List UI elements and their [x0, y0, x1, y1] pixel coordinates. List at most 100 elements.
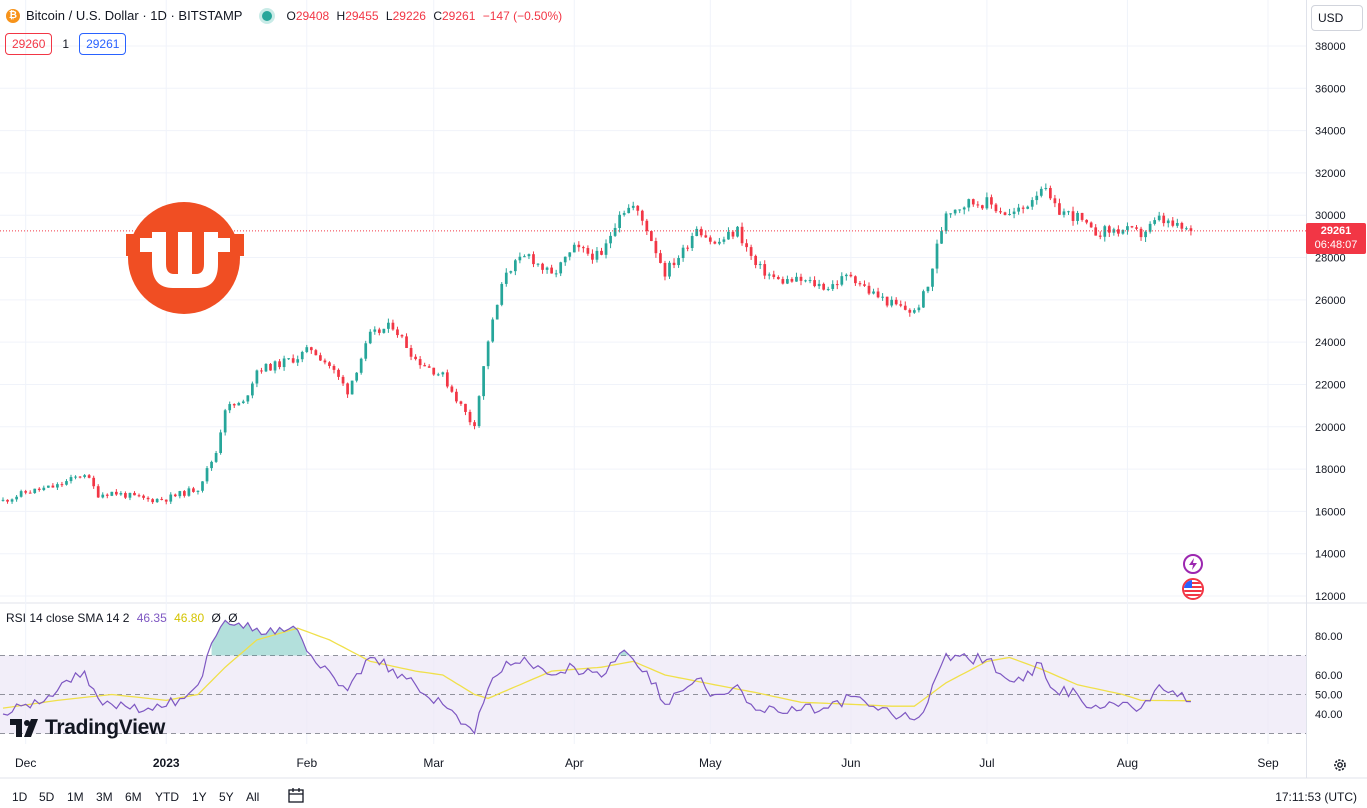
price-tick-label: 34000: [1315, 126, 1346, 138]
candle: [455, 388, 458, 404]
candle-body: [554, 273, 558, 275]
lightning-icon[interactable]: [1183, 554, 1203, 574]
price-tick-label: 36000: [1315, 83, 1346, 95]
candle-body: [1148, 223, 1152, 232]
candle-body: [423, 365, 427, 367]
candle-body: [840, 276, 844, 285]
candle: [826, 286, 830, 292]
us-flag-icon[interactable]: [1182, 578, 1204, 600]
price-tick-label: 14000: [1315, 549, 1346, 561]
candle: [56, 482, 59, 490]
candle: [663, 260, 667, 281]
candle: [495, 304, 499, 320]
candle: [799, 273, 803, 286]
candle: [672, 258, 676, 269]
symbol-title[interactable]: Bitcoin / U.S. Dollar · 1D · BITSTAMP: [26, 8, 243, 23]
candle: [15, 495, 18, 502]
candle: [962, 206, 966, 215]
candle-body: [1053, 198, 1057, 204]
candle-body: [1135, 227, 1138, 229]
candle-body: [56, 484, 59, 488]
candle-body: [427, 366, 431, 368]
calendar-range-icon[interactable]: [287, 787, 305, 805]
range-1y[interactable]: 1Y: [192, 790, 207, 804]
gear-icon[interactable]: [1332, 757, 1348, 773]
symbol-legend[interactable]: ₿ Bitcoin / U.S. Dollar · 1D · BITSTAMP …: [6, 8, 562, 23]
tradingview-logo[interactable]: TradingView: [10, 716, 165, 740]
candle: [1162, 212, 1166, 227]
candle: [763, 260, 767, 280]
candle: [545, 266, 549, 274]
candle: [631, 201, 635, 211]
candle: [255, 369, 259, 388]
candle: [6, 499, 9, 504]
candle-body: [1017, 207, 1020, 212]
range-1d[interactable]: 1D: [12, 790, 28, 804]
candle-body: [799, 276, 803, 281]
candle: [1053, 194, 1057, 208]
range-5d[interactable]: 5D: [39, 790, 55, 804]
candle-body: [491, 319, 495, 342]
candle-body: [754, 255, 758, 266]
candle: [749, 244, 753, 260]
rsi-tick-label: 60.00: [1315, 670, 1343, 682]
range-1m[interactable]: 1M: [67, 790, 84, 804]
rsi-zero-2: Ø: [228, 611, 238, 625]
candle-body: [455, 391, 458, 402]
bid-price[interactable]: 29260: [5, 33, 53, 55]
candle: [60, 481, 64, 488]
range-all[interactable]: All: [246, 790, 260, 804]
candlestick-series: [0, 183, 1306, 505]
candle-body: [477, 396, 481, 427]
range-5y[interactable]: 5Y: [219, 790, 234, 804]
candle-body: [328, 362, 331, 366]
candle-body: [119, 493, 123, 495]
candle-body: [1130, 226, 1134, 228]
candle-body: [1044, 187, 1048, 189]
bottom-toolbar: 1D 5D 1M 3M 6M YTD 1Y 5Y All 17:11:53 (U…: [0, 784, 1367, 808]
candle-body: [409, 347, 413, 357]
candle-body: [114, 491, 118, 495]
range-3m[interactable]: 3M: [96, 790, 113, 804]
candle-body: [196, 490, 200, 492]
tradingview-mark-icon: [10, 719, 38, 737]
candle-body: [445, 372, 449, 387]
candle: [46, 485, 50, 488]
ask-price[interactable]: 29261: [79, 33, 127, 55]
candle-body: [763, 264, 767, 276]
rsi-legend[interactable]: RSI 14 close SMA 14 2 46.35 46.80 Ø Ø: [6, 611, 238, 625]
candle: [183, 489, 186, 498]
candle: [1030, 197, 1034, 210]
candle-body: [604, 243, 608, 255]
candle: [473, 420, 476, 430]
candle-body: [1085, 219, 1088, 223]
candle: [958, 209, 962, 214]
candle-body: [872, 291, 875, 294]
candle: [151, 498, 154, 504]
candle: [844, 273, 848, 281]
candle: [1185, 226, 1188, 231]
candle: [296, 355, 300, 366]
utc-clock[interactable]: 17:11:53 (UTC): [1275, 790, 1357, 804]
candle: [382, 328, 386, 334]
candle-body: [804, 280, 807, 282]
currency-selector[interactable]: USD: [1311, 5, 1363, 31]
tradingview-wordmark: TradingView: [45, 716, 166, 739]
candle-body: [74, 476, 77, 478]
ohlc-readout: O29408 H29455 L29226 C29261 −147 (−0.50%…: [286, 8, 563, 23]
candle: [563, 256, 567, 266]
range-ytd[interactable]: YTD: [155, 790, 179, 804]
candle-body: [368, 331, 372, 344]
candle-body: [636, 205, 640, 211]
range-6m[interactable]: 6M: [125, 790, 142, 804]
spread-value: 1: [62, 37, 70, 51]
rsi-tick-label: 40.00: [1315, 709, 1343, 721]
candle: [953, 209, 957, 216]
candle: [849, 271, 853, 278]
candle: [269, 362, 272, 371]
candle: [990, 194, 993, 209]
candle: [854, 275, 857, 286]
candle: [291, 354, 295, 364]
candle: [160, 496, 164, 501]
